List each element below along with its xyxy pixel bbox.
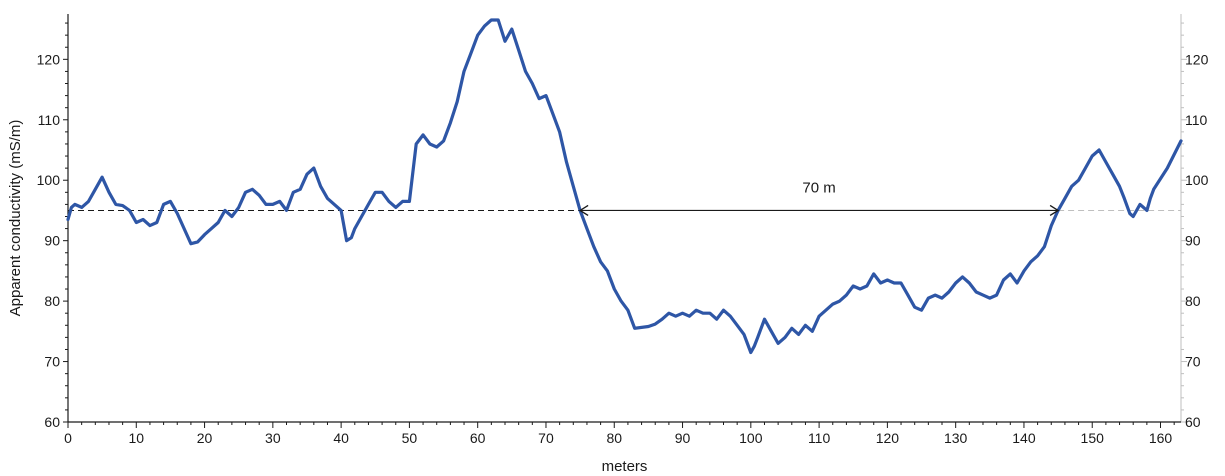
right-y-tick-label: 110 (1185, 112, 1208, 128)
x-tick-label: 80 (606, 430, 622, 446)
series-line (66, 18, 1183, 355)
x-tick-label: 30 (265, 430, 281, 446)
right-y-tick-label: 70 (1185, 354, 1201, 370)
x-tick-label: 10 (128, 430, 144, 446)
x-tick-label: 120 (876, 430, 900, 446)
x-tick-label: 160 (1149, 430, 1173, 446)
right-y-tick-label: 100 (1185, 172, 1209, 188)
ticks: 0 10 20 30 40 50 60 70 80 90 100 110 120 130 140 150 160… (37, 22, 1209, 446)
right-y-tick-label: 80 (1185, 293, 1201, 309)
x-tick-label: 110 (808, 430, 831, 446)
y-tick-label: 70 (44, 354, 60, 370)
arrowhead-left-icon (578, 204, 589, 217)
annotation-70m: 70 m (578, 179, 1060, 217)
x-tick-label: 50 (402, 430, 418, 446)
arrowhead-right-icon (1049, 204, 1060, 217)
x-tick-label: 90 (675, 430, 691, 446)
right-y-tick-label: 120 (1185, 51, 1209, 67)
x-tick-label: 70 (538, 430, 554, 446)
y-tick-label: 100 (37, 172, 61, 188)
x-axis-label: meters (602, 458, 648, 475)
x-tick-label: 140 (1012, 430, 1036, 446)
y-tick-label: 80 (44, 293, 60, 309)
x-tick-label: 130 (944, 430, 968, 446)
y-axis-label: Apparent conductivity (mS/m) (7, 120, 24, 317)
x-tick-label: 60 (470, 430, 486, 446)
axes (67, 14, 1182, 423)
x-tick-label: 100 (739, 430, 763, 446)
right-y-tick-label: 60 (1185, 414, 1201, 430)
annotation-label: 70 m (802, 179, 835, 196)
y-tick-label: 120 (37, 51, 61, 67)
y-tick-label: 60 (44, 414, 60, 430)
y-tick-label: 110 (38, 112, 61, 128)
x-tick-label: 0 (64, 430, 72, 446)
y-tick-label: 90 (44, 233, 60, 249)
x-tick-label: 150 (1081, 430, 1105, 446)
x-tick-label: 20 (197, 430, 213, 446)
right-y-tick-label: 90 (1185, 233, 1201, 249)
x-tick-label: 40 (333, 430, 349, 446)
